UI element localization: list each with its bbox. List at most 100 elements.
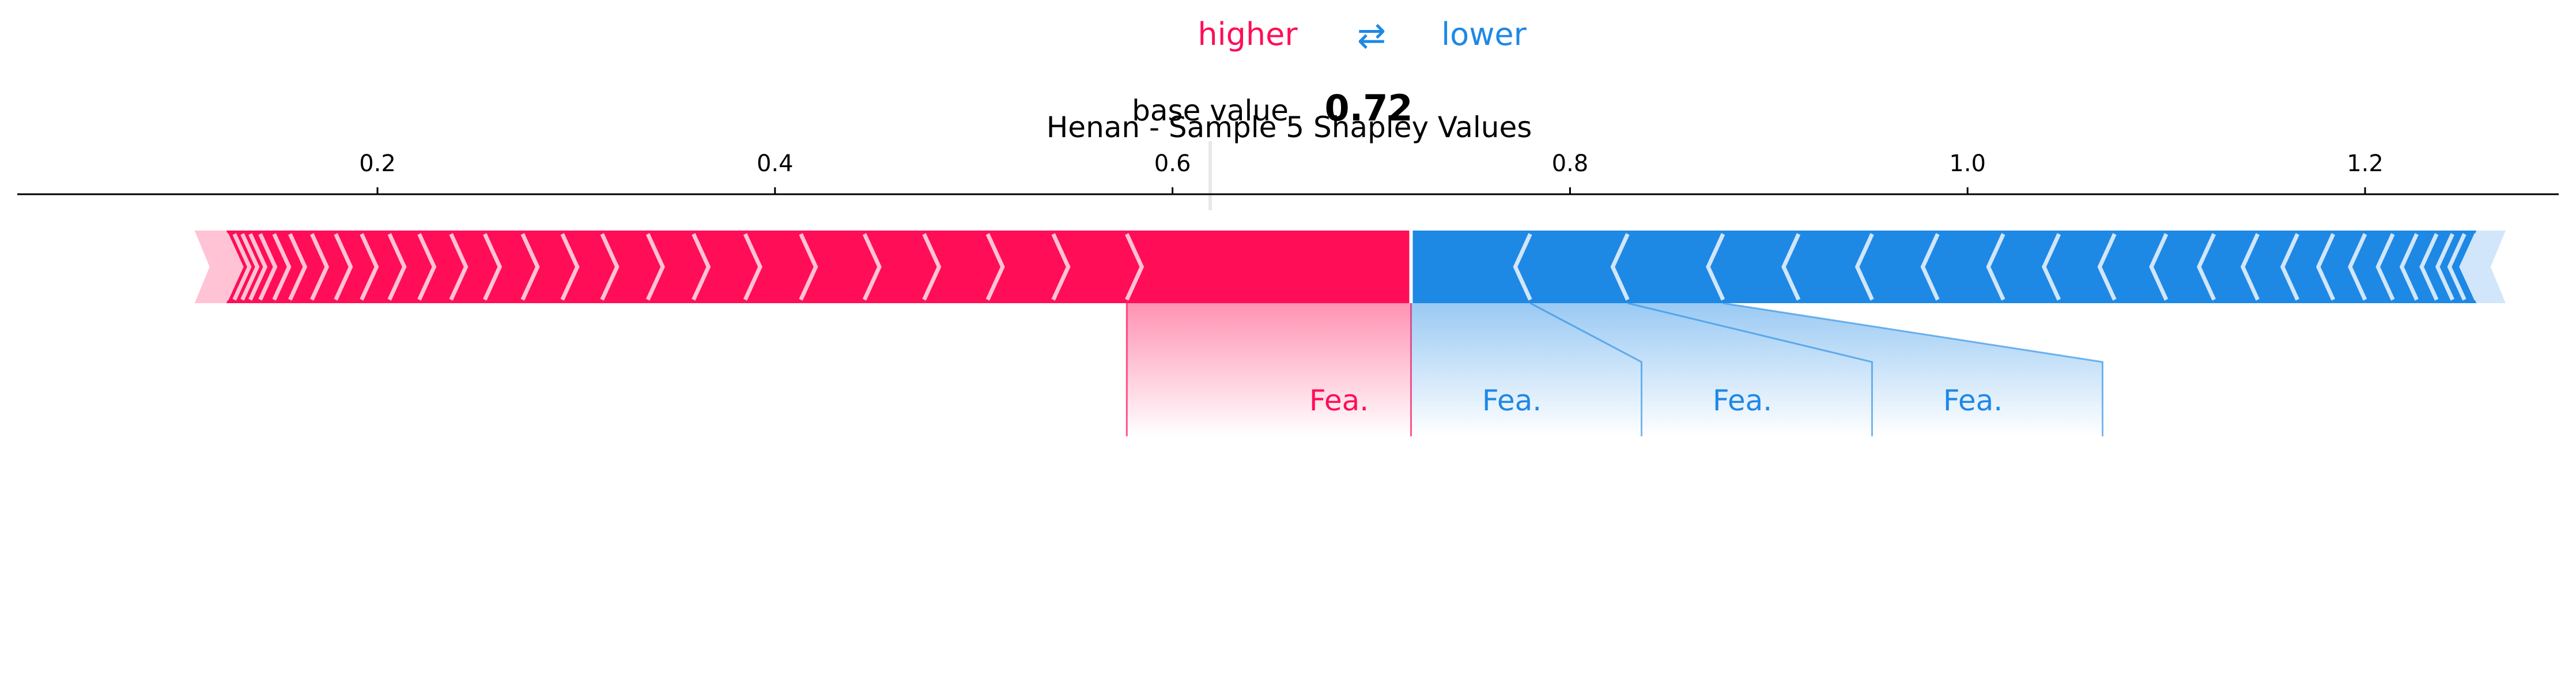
higher-segment: [693, 231, 761, 303]
lower-segment: [2242, 231, 2298, 303]
segment-chevrons: [224, 231, 2479, 303]
higher-chevron: [862, 233, 882, 301]
higher-chevron: [645, 233, 665, 301]
higher-chevron: [232, 233, 252, 301]
lower-chevron: [2280, 233, 2299, 301]
lower-chevron: [2375, 233, 2395, 301]
higher-chevron: [258, 233, 278, 301]
lower-segment: [1922, 231, 2004, 303]
lower-chevron: [2240, 233, 2260, 301]
lower-segment: [2318, 231, 2365, 303]
higher-segment: [419, 231, 466, 303]
higher-chevron: [387, 233, 407, 301]
lower-chevron: [2348, 233, 2367, 301]
lower-segment: [2350, 231, 2393, 303]
higher-chevron: [288, 233, 308, 301]
legend-higher-label: higher: [1198, 16, 1298, 52]
lower-segment: [1784, 231, 1872, 303]
lower-chevron: [1610, 233, 1630, 301]
higher-segment: [745, 231, 816, 303]
x-tick-label: 0.6: [1154, 150, 1191, 177]
higher-segment: [562, 231, 617, 303]
lower-chevron: [2316, 233, 2336, 301]
higher-segment: [602, 231, 663, 303]
higher-segment: [485, 231, 538, 303]
higher-segment: [800, 231, 880, 303]
higher-segment: [361, 231, 405, 303]
higher-chevron: [449, 233, 469, 301]
higher-chevron: [483, 233, 503, 301]
higher-chevron: [248, 233, 268, 301]
higher-segment: [864, 231, 939, 303]
feature-label-lower: Fea.: [1713, 384, 1772, 417]
higher-segment: [1127, 231, 1411, 303]
lower-segment: [1411, 231, 1531, 303]
higher-segment: [1053, 231, 1142, 303]
higher-segment: [389, 231, 435, 303]
higher-segment: [648, 231, 709, 303]
chart-title: Henan - Sample 5 Shapley Values: [1047, 111, 1532, 144]
lower-segment: [1515, 231, 1628, 303]
higher-chevron: [985, 233, 1005, 301]
higher-chevron: [240, 233, 260, 301]
higher-chevron: [520, 233, 540, 301]
feature-label-lower: Fea.: [1482, 384, 1542, 417]
higher-chevron: [743, 233, 762, 301]
lower-segment: [2449, 231, 2477, 303]
lower-segment: [2044, 231, 2115, 303]
higher-chevron: [272, 233, 292, 301]
lower-segment: [2199, 231, 2258, 303]
feature-label-lower: Fea.: [1943, 384, 2003, 417]
lower-chevron: [1781, 233, 1801, 301]
higher-chevron: [560, 233, 580, 301]
lower-chevron: [1513, 233, 1532, 301]
output-value: 0.72: [1325, 87, 1413, 129]
lower-chevron: [2149, 233, 2169, 301]
feature-label-higher: Fea.: [1309, 384, 1369, 417]
higher-chevron: [334, 233, 353, 301]
legend-lower-label: lower: [1441, 16, 1527, 52]
lower-chevron: [2197, 233, 2216, 301]
lower-chevron: [2399, 233, 2419, 301]
lower-chevron: [2435, 233, 2454, 301]
label-connectors: [1125, 302, 2103, 436]
lower-label-shade: [1411, 303, 1642, 436]
lower-label-shade: [1530, 303, 1872, 436]
lower-segment: [1988, 231, 2059, 303]
lower-chevron: [2042, 233, 2061, 301]
base-value-label: base value: [1132, 94, 1289, 127]
force-bars: [194, 231, 2506, 303]
lower-chevron: [1854, 233, 1874, 301]
higher-chevron: [1125, 233, 1145, 301]
x-tick-label: 0.2: [359, 150, 396, 177]
higher-chevron: [1051, 233, 1071, 301]
higher-chevron: [224, 233, 244, 301]
lower-segment: [2099, 231, 2167, 303]
lower-chevron: [2447, 233, 2467, 301]
feature-labels: Fea. Fea. Fea. Fea.: [1309, 384, 2003, 417]
lower-segment: [2151, 231, 2214, 303]
lower-segment: [2437, 231, 2465, 303]
higher-chevron: [360, 233, 379, 301]
lower-segment: [1612, 231, 1723, 303]
x-tick-label: 1.2: [2347, 150, 2384, 177]
higher-chevron: [922, 233, 942, 301]
lower-label-shade: [1627, 303, 2103, 436]
lower-chevron: [2419, 233, 2439, 301]
higher-label-shade: [1127, 303, 1411, 436]
higher-chevron: [692, 233, 711, 301]
x-axis-ticks: 0.2 0.4 0.6 0.8 1.0 1.2: [359, 150, 2384, 194]
lower-segment: [2282, 231, 2333, 303]
lower-chevron: [1986, 233, 2005, 301]
higher-segment: [250, 231, 275, 303]
higher-segment: [451, 231, 500, 303]
x-tick-label: 1.0: [1949, 150, 1986, 177]
lower-chevron: [1706, 233, 1725, 301]
higher-chevron: [309, 233, 330, 301]
higher-chevron: [799, 233, 818, 301]
lower-chevron: [2459, 233, 2479, 301]
x-tick-label: 0.8: [1552, 150, 1589, 177]
higher-segment: [987, 231, 1068, 303]
lower-chevron: [1920, 233, 1940, 301]
